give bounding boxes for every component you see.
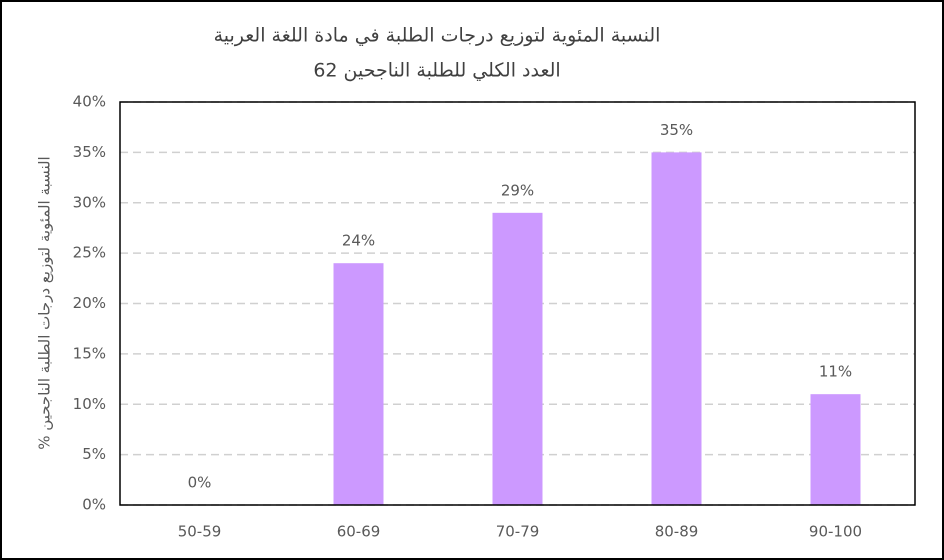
data-label: 11% [819, 363, 852, 381]
x-tick-label: 60-69 [337, 523, 381, 541]
data-label: 35% [660, 121, 693, 139]
data-label: 24% [342, 232, 375, 250]
bar [333, 263, 384, 505]
x-tick-label: 70-79 [496, 523, 540, 541]
bar [810, 394, 861, 505]
x-tick-label: 50-59 [178, 523, 222, 541]
x-tick-label: 80-89 [655, 523, 699, 541]
chart-subtitle: العدد الكلي للطلبة الناجحين 62 [313, 60, 560, 82]
data-label: 0% [188, 474, 212, 492]
chart-title: النسبة المئوية لتوزيع درجات الطلبة في ما… [214, 25, 661, 47]
y-tick-label: 0% [82, 496, 106, 514]
y-tick-label: 5% [82, 445, 106, 463]
y-tick-label: 15% [73, 344, 106, 362]
y-tick-label: 20% [73, 294, 106, 312]
plot-frame [119, 101, 916, 506]
y-axis-title: النسبة المئوية لتوزيع درجات الطلبة الناج… [36, 156, 54, 449]
y-tick-label: 35% [73, 143, 106, 161]
bar [492, 212, 543, 505]
y-tick-label: 25% [73, 244, 106, 262]
y-tick-label: 30% [73, 193, 106, 211]
y-tick-label: 10% [73, 395, 106, 413]
x-tick-label: 90-100 [809, 523, 862, 541]
data-label: 29% [501, 181, 534, 199]
bar [651, 152, 702, 505]
y-tick-label: 40% [73, 93, 106, 111]
